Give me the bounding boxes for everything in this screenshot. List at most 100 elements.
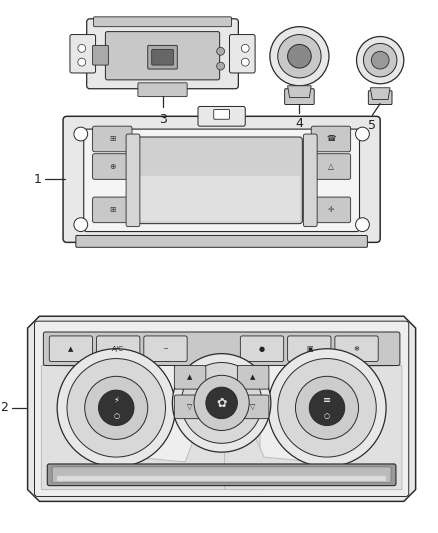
FancyBboxPatch shape xyxy=(106,31,219,80)
FancyBboxPatch shape xyxy=(174,366,206,389)
FancyBboxPatch shape xyxy=(92,45,108,65)
Circle shape xyxy=(67,359,166,457)
Circle shape xyxy=(85,376,148,439)
Text: ▣: ▣ xyxy=(306,346,313,352)
FancyBboxPatch shape xyxy=(240,336,284,361)
FancyBboxPatch shape xyxy=(368,91,392,104)
Circle shape xyxy=(206,387,237,418)
FancyBboxPatch shape xyxy=(138,83,187,96)
Polygon shape xyxy=(225,366,402,490)
Text: ⊞: ⊞ xyxy=(109,134,116,143)
Circle shape xyxy=(241,58,249,66)
Text: ✿: ✿ xyxy=(216,397,227,409)
FancyBboxPatch shape xyxy=(76,236,367,247)
Bar xyxy=(57,476,386,481)
Circle shape xyxy=(57,349,175,467)
FancyBboxPatch shape xyxy=(144,336,187,361)
Text: ○: ○ xyxy=(113,413,119,419)
FancyBboxPatch shape xyxy=(237,366,269,389)
FancyBboxPatch shape xyxy=(304,134,317,227)
FancyBboxPatch shape xyxy=(335,336,378,361)
Circle shape xyxy=(74,218,88,231)
Text: ⚡: ⚡ xyxy=(113,395,119,405)
FancyBboxPatch shape xyxy=(92,197,132,223)
FancyBboxPatch shape xyxy=(133,137,302,224)
Circle shape xyxy=(356,218,369,231)
Polygon shape xyxy=(41,366,260,490)
FancyBboxPatch shape xyxy=(35,321,409,496)
FancyBboxPatch shape xyxy=(237,395,269,418)
FancyBboxPatch shape xyxy=(92,154,132,179)
Text: ⊞: ⊞ xyxy=(109,205,116,214)
Circle shape xyxy=(268,349,386,467)
FancyBboxPatch shape xyxy=(230,35,255,73)
FancyBboxPatch shape xyxy=(311,126,351,152)
Text: 1: 1 xyxy=(34,173,41,186)
FancyBboxPatch shape xyxy=(52,467,391,483)
Circle shape xyxy=(364,43,397,77)
Text: ❄: ❄ xyxy=(353,346,360,352)
Text: 2: 2 xyxy=(0,401,8,414)
Circle shape xyxy=(270,27,329,86)
Text: ≡: ≡ xyxy=(323,395,331,405)
FancyBboxPatch shape xyxy=(214,109,230,119)
FancyBboxPatch shape xyxy=(43,332,400,366)
Circle shape xyxy=(356,127,369,141)
Circle shape xyxy=(357,37,404,84)
FancyBboxPatch shape xyxy=(96,336,140,361)
Polygon shape xyxy=(288,86,311,98)
Polygon shape xyxy=(28,316,416,502)
Circle shape xyxy=(288,44,311,68)
Circle shape xyxy=(173,354,271,452)
Circle shape xyxy=(278,35,321,78)
Text: ☎: ☎ xyxy=(326,134,336,143)
Text: ▲: ▲ xyxy=(68,346,74,352)
FancyBboxPatch shape xyxy=(92,126,132,152)
Text: ✛: ✛ xyxy=(328,205,334,214)
FancyBboxPatch shape xyxy=(288,336,331,361)
Text: 3: 3 xyxy=(159,114,166,126)
FancyBboxPatch shape xyxy=(70,35,95,73)
FancyBboxPatch shape xyxy=(285,88,314,104)
Circle shape xyxy=(194,375,249,431)
Text: ▽: ▽ xyxy=(187,404,193,410)
Text: ▽: ▽ xyxy=(251,404,256,410)
Circle shape xyxy=(99,390,134,425)
FancyBboxPatch shape xyxy=(47,464,396,486)
Text: 4: 4 xyxy=(296,117,304,130)
FancyBboxPatch shape xyxy=(174,395,206,418)
Circle shape xyxy=(278,359,376,457)
Text: △: △ xyxy=(328,162,334,171)
Text: ⊕: ⊕ xyxy=(109,162,116,171)
FancyBboxPatch shape xyxy=(311,154,351,179)
FancyBboxPatch shape xyxy=(152,50,173,65)
Circle shape xyxy=(217,47,225,55)
Text: 5: 5 xyxy=(368,119,376,132)
Text: ▲: ▲ xyxy=(251,374,256,381)
Text: ▲: ▲ xyxy=(187,374,193,381)
Circle shape xyxy=(241,44,249,52)
Text: ●: ● xyxy=(259,346,265,352)
Circle shape xyxy=(74,127,88,141)
FancyBboxPatch shape xyxy=(87,19,238,88)
Circle shape xyxy=(296,376,359,439)
FancyBboxPatch shape xyxy=(136,176,300,221)
Circle shape xyxy=(78,44,86,52)
Circle shape xyxy=(217,62,225,70)
FancyBboxPatch shape xyxy=(49,336,92,361)
FancyBboxPatch shape xyxy=(126,134,140,227)
FancyBboxPatch shape xyxy=(198,107,245,126)
Text: ~: ~ xyxy=(162,346,169,352)
Circle shape xyxy=(309,390,345,425)
FancyBboxPatch shape xyxy=(94,17,231,27)
FancyBboxPatch shape xyxy=(311,197,351,223)
FancyBboxPatch shape xyxy=(148,45,177,69)
Text: ○: ○ xyxy=(324,413,330,419)
Text: A/C: A/C xyxy=(112,346,124,352)
Circle shape xyxy=(181,362,262,443)
Polygon shape xyxy=(371,88,390,100)
Circle shape xyxy=(78,58,86,66)
FancyBboxPatch shape xyxy=(84,129,360,231)
Circle shape xyxy=(371,51,389,69)
FancyBboxPatch shape xyxy=(63,116,380,243)
